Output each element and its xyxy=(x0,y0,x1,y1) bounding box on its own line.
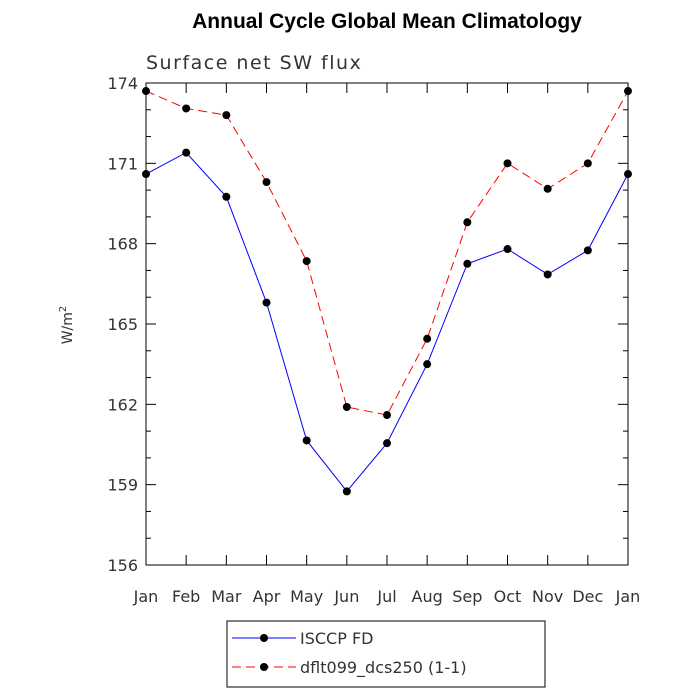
x-tick-label: Jun xyxy=(333,587,359,606)
axis-ticks: 156 159 162 165 168 171 174 Jan Feb Mar Apr May Jun J… xyxy=(107,74,640,606)
legend: ISCCP FD dflt099_dcs250 (1-1) xyxy=(226,620,546,688)
x-tick-label: Jan xyxy=(133,587,159,606)
series-0-point xyxy=(262,298,271,307)
series-1-point xyxy=(342,403,351,412)
x-tick-label: Apr xyxy=(253,587,281,606)
series-layer xyxy=(142,87,632,496)
y-axis-label: W/m2 xyxy=(58,306,76,345)
y-axis-label-base: W/m xyxy=(60,312,76,344)
y-tick-label: 159 xyxy=(107,476,138,495)
x-tick-label: Jul xyxy=(376,587,396,606)
x-tick-label: Aug xyxy=(412,587,443,606)
series-1-point xyxy=(503,159,512,168)
chart-title: Annual Cycle Global Mean Climatology xyxy=(192,10,582,33)
x-tick-label: May xyxy=(290,587,323,606)
legend-entry-dflt: dflt099_dcs250 (1-1) xyxy=(232,658,467,678)
series-1-point xyxy=(543,184,552,193)
series-1-point xyxy=(262,178,271,187)
legend-entry-isccp: ISCCP FD xyxy=(232,629,373,648)
series-0-point xyxy=(182,148,191,157)
series-1-point xyxy=(383,411,391,420)
series-0-point xyxy=(503,245,512,254)
chart-subtitle: Surface net SW flux xyxy=(146,52,362,74)
y-tick-label: 165 xyxy=(107,315,138,334)
y-tick-label: 168 xyxy=(107,235,138,254)
series-1-point xyxy=(302,257,311,266)
series-0-point xyxy=(342,487,351,496)
y-tick-label: 174 xyxy=(107,74,138,93)
legend-marker-isccp xyxy=(260,634,268,642)
legend-label-isccp: ISCCP FD xyxy=(300,629,373,648)
series-0-point xyxy=(423,360,432,369)
legend-label-dflt: dflt099_dcs250 (1-1) xyxy=(300,658,467,678)
series-1-point xyxy=(423,334,432,343)
plot-frame xyxy=(145,82,629,566)
legend-box xyxy=(226,620,546,688)
y-axis-label-superscript: 2 xyxy=(58,306,69,312)
x-tick-label: Mar xyxy=(211,587,242,606)
y-tick-label: 171 xyxy=(107,154,138,173)
series-1-point xyxy=(463,218,472,227)
x-tick-label: Sep xyxy=(452,587,482,606)
series-0-point xyxy=(302,436,311,445)
series-1-point xyxy=(222,111,231,120)
series-0-point xyxy=(222,192,231,201)
series-1-point xyxy=(583,159,592,168)
legend-marker-dflt xyxy=(260,663,268,671)
series-1-point xyxy=(182,104,191,113)
series-0-point xyxy=(383,439,391,448)
x-tick-label: Nov xyxy=(532,587,563,606)
y-tick-label: 156 xyxy=(107,556,138,575)
series-0-point xyxy=(543,270,552,279)
x-tick-label: Jan xyxy=(615,587,641,606)
x-tick-label: Feb xyxy=(172,587,200,606)
series-0-point xyxy=(463,259,472,268)
x-tick-label: Dec xyxy=(572,587,603,606)
series-0-point xyxy=(583,246,592,255)
series-line-1 xyxy=(145,90,629,416)
y-tick-label: 162 xyxy=(107,395,138,414)
x-tick-label: Oct xyxy=(494,587,522,606)
